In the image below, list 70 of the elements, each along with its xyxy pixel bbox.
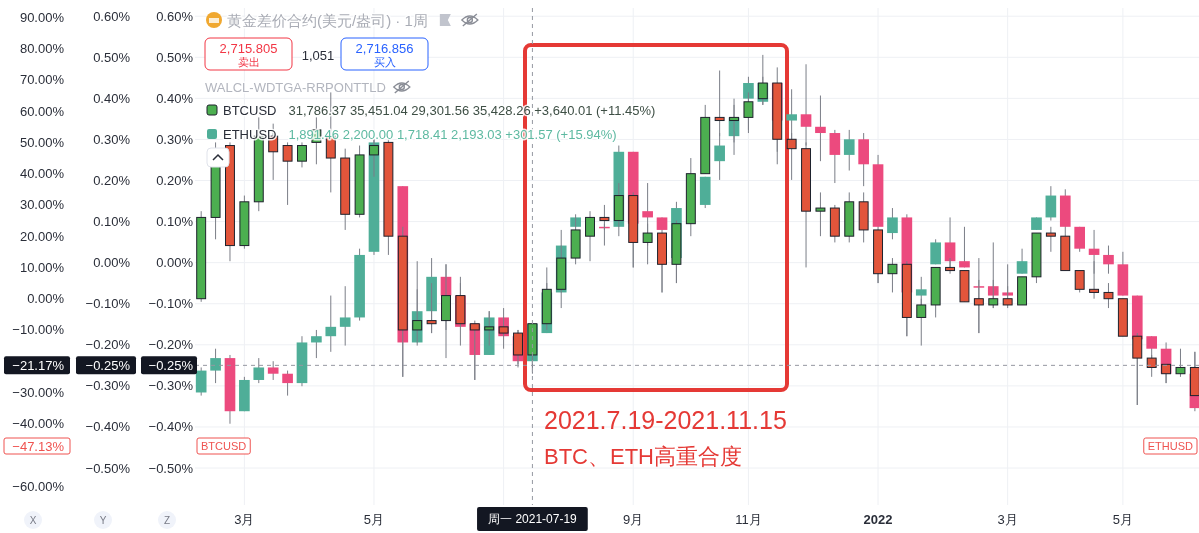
tick-label: 0.20% [93, 173, 130, 188]
ref-line-label: 周一 2021-07-19 [488, 512, 578, 526]
annotation: 2021.7.19-2021.11.15 [544, 406, 787, 434]
tick-label: −0.50% [85, 460, 130, 476]
tick-label: 40.00% [19, 166, 64, 182]
tick-label: 3月 [234, 511, 255, 527]
scale-name: Y [99, 514, 107, 526]
tick-label: 70.00% [19, 72, 64, 88]
tick-label: 0.40% [93, 90, 130, 106]
annotation: BTCUSD [201, 440, 247, 452]
tick-label: 3月 [997, 511, 1018, 527]
tick-label: −0.50% [148, 460, 193, 476]
tick-label: 0.60% [156, 8, 193, 24]
crosshair-tag: −0.25% [76, 356, 136, 375]
scale-name: X [29, 514, 37, 526]
annotation: 2,715.805 [219, 40, 278, 56]
value-tag: ETHUSD [1143, 437, 1198, 455]
tick-label: 30.00% [19, 197, 64, 213]
tick-label: 0.10% [156, 214, 193, 230]
tick-label: 9月 [623, 511, 644, 527]
tick-label: −0.10% [148, 296, 193, 312]
tick-label: 10.00% [19, 259, 64, 275]
tick-label: 20.00% [19, 228, 64, 244]
tick-label: −30.00% [12, 384, 64, 400]
annotation: 买入 [373, 56, 396, 68]
annotation: 2,716.856 [355, 40, 414, 56]
ref-line-label: −0.25% [148, 357, 194, 373]
tick-label: −60.00% [12, 478, 64, 494]
tick-label: 0.30% [156, 131, 193, 147]
title: 黄金差价合约(美元/盎司) · 1周 [227, 11, 428, 29]
tick-label: −0.40% [85, 419, 130, 435]
annotation: WALCL-WDTGA-RRPONTTLD [205, 79, 386, 95]
tick-label: 5月 [1112, 511, 1133, 527]
annotation: 1,051 [301, 47, 335, 63]
crosshair-tag: 周一 2021-07-19 [477, 507, 588, 531]
tick-label: 0.40% [156, 90, 193, 106]
tick-label: −0.20% [85, 337, 130, 353]
annotation: 卖出 [237, 56, 260, 68]
tick-label: 5月 [363, 511, 385, 527]
crosshair-tag: −21.17% [4, 356, 70, 375]
tick-label: 0.50% [156, 49, 193, 65]
tick-label: 2022 [863, 511, 893, 527]
value-tag: −47.13% [3, 437, 71, 455]
tick-label: 0.50% [93, 49, 130, 65]
legend-label: ETHUSD [223, 126, 277, 142]
tick-label: 60.00% [19, 103, 64, 119]
tick-label: 0.20% [156, 173, 193, 188]
value-tag: BTCUSD [196, 437, 251, 455]
crosshair-tag: −0.25% [141, 356, 197, 375]
tick-label: 11月 [735, 511, 762, 527]
tick-label: 0.00% [156, 255, 193, 271]
annotation: BTC、ETH高重合度 [544, 443, 742, 469]
tick-label: 90.00% [19, 9, 64, 25]
tick-label: 0.10% [93, 214, 130, 230]
tick-label: −40.00% [12, 416, 64, 432]
tick-label: 50.00% [19, 134, 64, 150]
tick-label: 0.00% [27, 291, 64, 307]
annotation: ETHUSD [1147, 440, 1194, 452]
tick-label: 0.00% [93, 255, 130, 271]
tick-label: 80.00% [19, 41, 64, 57]
tick-label: 0.30% [93, 131, 130, 147]
tick-label: −0.30% [148, 378, 193, 394]
legend-label: BTCUSD [223, 102, 277, 118]
tick-label: −0.20% [148, 337, 193, 353]
tick-label: 0.60% [93, 8, 130, 24]
tick-label: −0.40% [148, 419, 193, 435]
tick-label: −0.10% [85, 296, 130, 312]
tick-label: −10.00% [12, 322, 64, 338]
scale-name: Z [163, 514, 171, 526]
tick-label: −0.30% [85, 378, 130, 394]
